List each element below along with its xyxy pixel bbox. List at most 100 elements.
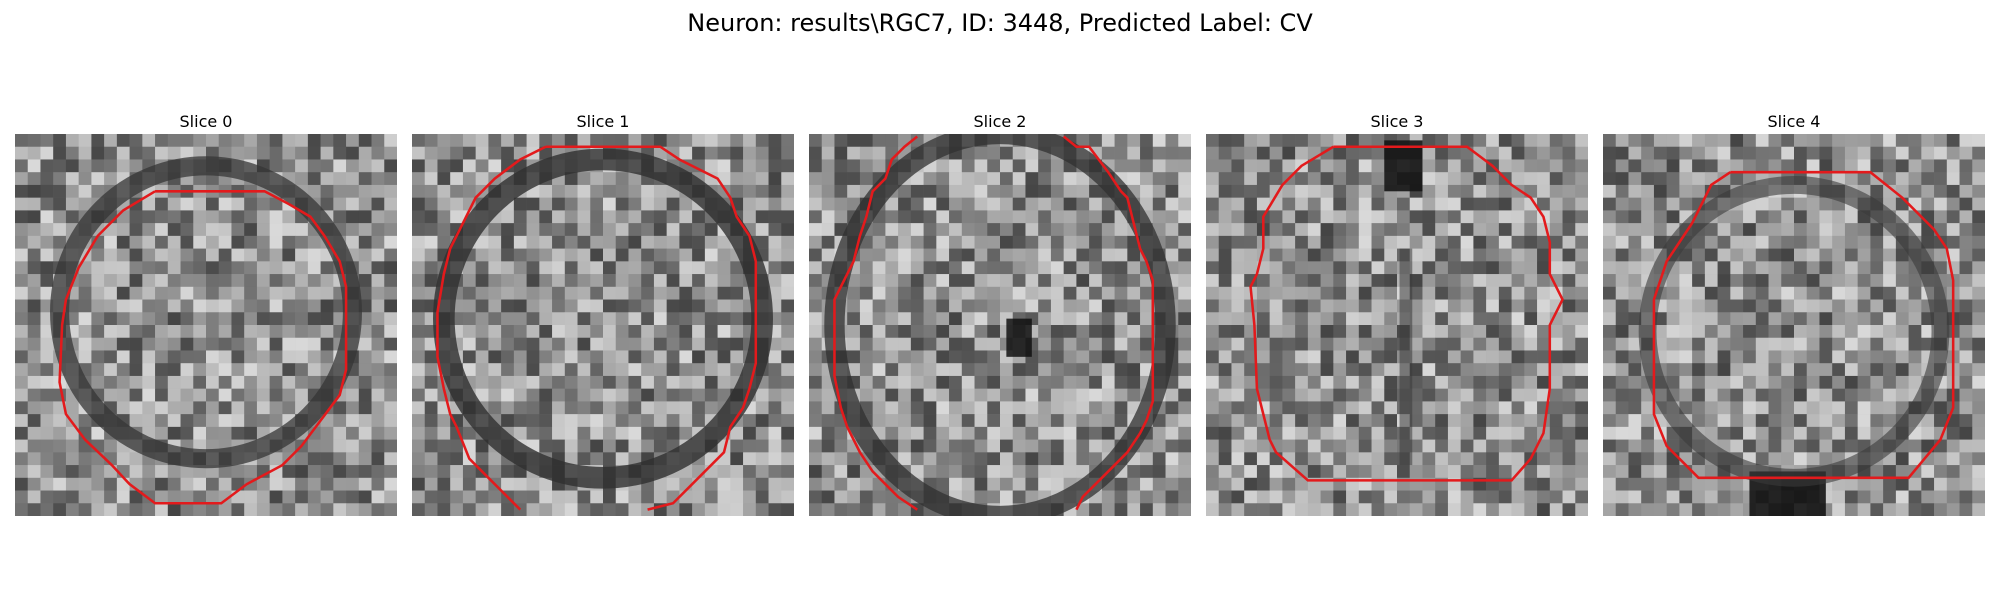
pixel	[1178, 312, 1191, 326]
pixel	[412, 325, 425, 338]
pixel	[1384, 503, 1398, 516]
pixel	[1038, 325, 1052, 338]
pixel	[116, 337, 130, 351]
pixel	[666, 337, 680, 351]
pixel	[295, 274, 309, 288]
pixel	[526, 401, 540, 415]
pixel	[1743, 363, 1757, 377]
pixel	[717, 312, 731, 326]
pixel	[1934, 146, 1948, 160]
pixel	[1358, 465, 1372, 479]
pixel	[1537, 350, 1551, 364]
pixel	[1603, 452, 1616, 466]
pixel	[974, 375, 988, 389]
pixel	[1959, 477, 1973, 491]
pixel	[1806, 159, 1820, 173]
pixel	[1524, 350, 1538, 364]
pixel	[1422, 274, 1436, 288]
pixel	[1844, 388, 1858, 402]
pixel	[1959, 363, 1973, 377]
pixel	[1895, 261, 1909, 275]
pixel	[1692, 337, 1706, 351]
pixel	[424, 261, 438, 275]
pixel	[1844, 223, 1858, 237]
pixel	[1256, 286, 1270, 300]
pixel	[1883, 350, 1897, 364]
pixel	[704, 477, 718, 491]
pixel	[104, 299, 118, 313]
pixel	[1972, 286, 1985, 300]
pixel	[1562, 452, 1576, 466]
pixel	[1178, 274, 1191, 288]
pixel	[1844, 248, 1858, 262]
pixel	[809, 401, 822, 415]
pixel	[1537, 439, 1551, 453]
pixel	[269, 134, 283, 147]
pixel	[333, 184, 347, 198]
pixel	[743, 477, 757, 491]
pixel	[244, 350, 258, 364]
pixel	[1755, 312, 1769, 326]
pixel	[1384, 337, 1398, 351]
pixel	[1679, 363, 1693, 377]
pixel	[295, 159, 309, 173]
pixel	[859, 503, 873, 516]
pixel	[1537, 337, 1551, 351]
pixel	[552, 337, 566, 351]
pixel	[15, 274, 28, 288]
pixel	[40, 325, 54, 338]
pixel	[1743, 375, 1757, 389]
pixel	[1218, 223, 1232, 237]
pixel	[1384, 350, 1398, 364]
pixel	[167, 503, 181, 516]
pixel	[1806, 134, 1820, 147]
pixel	[462, 146, 476, 160]
pixel	[206, 388, 219, 402]
pixel	[104, 363, 118, 377]
pixel	[1832, 426, 1846, 440]
pixel	[1178, 261, 1191, 275]
pixel	[1641, 210, 1655, 224]
pixel	[755, 401, 769, 415]
pixel	[424, 401, 438, 415]
pixel	[1498, 363, 1512, 377]
pixel	[346, 426, 360, 440]
pixel	[384, 388, 397, 402]
pixel	[218, 223, 232, 237]
pixel	[1819, 325, 1833, 338]
pixel	[424, 184, 438, 198]
pixel	[1114, 235, 1128, 249]
pixel	[974, 248, 988, 262]
pixel	[371, 134, 385, 147]
pixel	[193, 414, 207, 428]
pixel	[1537, 172, 1551, 186]
pixel	[1537, 184, 1551, 198]
pixel	[781, 274, 794, 288]
pixel	[412, 439, 425, 453]
pixel	[1908, 337, 1922, 351]
pixel	[1537, 452, 1551, 466]
pixel	[1781, 439, 1795, 453]
pixel	[974, 197, 988, 211]
pixel	[437, 452, 451, 466]
pixel	[358, 503, 372, 516]
pixel	[1615, 490, 1629, 504]
pixel	[847, 350, 861, 364]
pixel	[1730, 375, 1744, 389]
pixel	[371, 375, 385, 389]
pixel	[1603, 388, 1616, 402]
pixel	[768, 134, 782, 147]
pixel	[1218, 325, 1232, 338]
pixel	[564, 312, 578, 326]
pixel	[974, 159, 988, 173]
pixel	[437, 414, 451, 428]
pixel	[116, 477, 130, 491]
pixel	[1025, 439, 1039, 453]
slice-image-4	[1603, 134, 1985, 516]
pixel	[987, 146, 1001, 160]
pixel	[1641, 401, 1655, 415]
pixel	[1972, 363, 1985, 377]
pixel	[180, 299, 194, 313]
pixel	[987, 465, 1001, 479]
pixel	[641, 388, 655, 402]
